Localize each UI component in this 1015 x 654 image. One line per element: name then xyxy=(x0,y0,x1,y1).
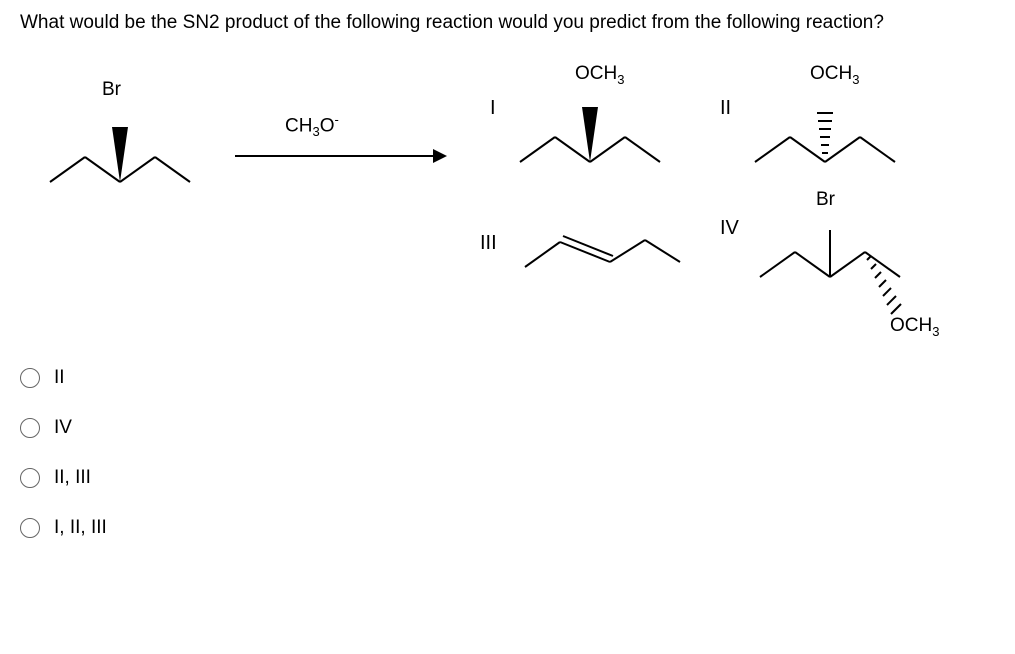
br-label-start: Br xyxy=(102,79,121,101)
question-text: What would be the SN2 product of the fol… xyxy=(20,10,995,37)
och3-label-II: OCH3 xyxy=(810,63,859,87)
starting-material xyxy=(40,87,210,197)
product-I xyxy=(510,77,680,177)
product-II xyxy=(745,77,915,177)
radio-icon[interactable] xyxy=(20,518,40,538)
radio-icon[interactable] xyxy=(20,418,40,438)
option-IV[interactable]: IV xyxy=(20,417,995,439)
answer-options: II IV II, III I, II, III xyxy=(20,367,995,539)
product-III xyxy=(515,222,690,277)
radio-icon[interactable] xyxy=(20,368,40,388)
och3-label-IV: OCH3 xyxy=(890,315,939,339)
label-II: II xyxy=(720,97,731,120)
option-II[interactable]: II xyxy=(20,367,995,389)
option-label: II, III xyxy=(54,467,91,489)
reagent-label: CH3O- xyxy=(285,112,339,139)
option-label: I, II, III xyxy=(54,517,107,539)
label-III: III xyxy=(480,232,497,255)
option-II-III[interactable]: II, III xyxy=(20,467,995,489)
br-label-IV: Br xyxy=(816,189,835,211)
label-IV: IV xyxy=(720,217,739,240)
option-label: II xyxy=(54,367,65,389)
radio-icon[interactable] xyxy=(20,468,40,488)
reaction-diagram: Br CH3O- I OCH3 II OCH3 III xyxy=(20,57,995,347)
option-I-II-III[interactable]: I, II, III xyxy=(20,517,995,539)
label-I: I xyxy=(490,97,496,120)
och3-label-I: OCH3 xyxy=(575,63,624,87)
reaction-arrow xyxy=(235,155,445,157)
option-label: IV xyxy=(54,417,72,439)
